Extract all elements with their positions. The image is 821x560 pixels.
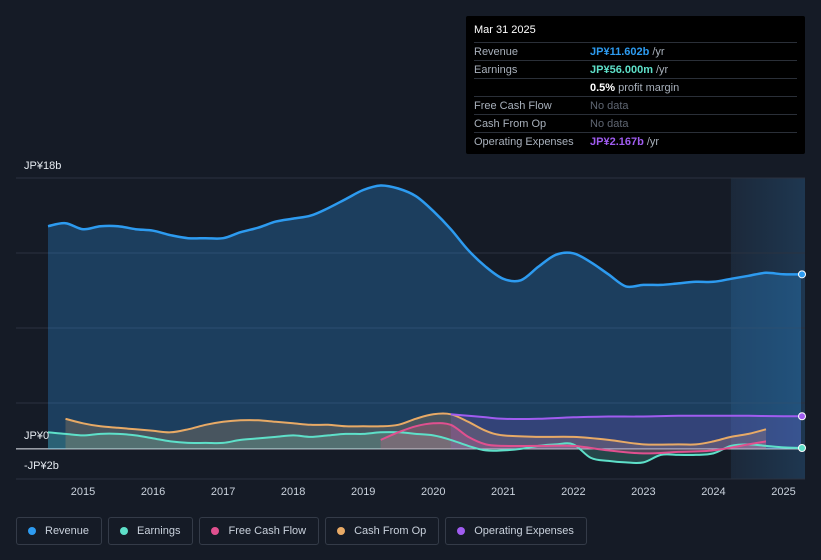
tooltip-row-unit: /yr [652, 45, 665, 58]
earnings-area [48, 432, 801, 464]
tooltip-row-label: Cash From Op [474, 117, 547, 130]
tooltip-row-label: Operating Expenses [474, 135, 574, 148]
tooltip-row: Free Cash Flow No data [474, 96, 797, 114]
tooltip-row-value: JP¥11.602b [590, 45, 650, 58]
tooltip-date: Mar 31 2025 [474, 24, 536, 36]
tooltip-row-label: Earnings [474, 63, 518, 76]
legend-dot-icon [211, 527, 220, 535]
x-tick-label: 2018 [281, 486, 305, 498]
tooltip-row: Revenue JP¥11.602b/yr [474, 42, 797, 60]
earnings-endpoint [798, 443, 806, 452]
legend-item-operating-expenses[interactable]: Operating Expenses [445, 517, 587, 545]
legend-label: Operating Expenses [474, 525, 574, 537]
x-tick-label: 2024 [701, 486, 725, 498]
tooltip-row-label: Revenue [474, 45, 519, 58]
tooltip-row-value: No data [590, 117, 629, 130]
revenue-area [48, 185, 801, 449]
y-axis-zero-label: JP¥0 [24, 430, 50, 442]
x-tick-label: 2025 [771, 486, 795, 498]
free-cash-flow-line [380, 422, 767, 455]
tooltip-row-value: 0.5% [590, 81, 616, 94]
free-cash-flow-area [380, 423, 766, 454]
earnings-line [47, 431, 802, 465]
legend-item-revenue[interactable]: Revenue [16, 517, 103, 545]
x-tick-label: 2023 [631, 486, 655, 498]
revenue-line [47, 184, 802, 289]
operating-expenses-area [450, 414, 801, 449]
operating-expenses-endpoint [798, 412, 806, 421]
legend-item-free-cash-flow[interactable]: Free Cash Flow [199, 517, 320, 545]
x-tick-label: 2017 [211, 486, 235, 498]
legend-label: Free Cash Flow [228, 525, 307, 537]
tooltip-row: 0.5% profit margin [474, 78, 797, 96]
revenue-endpoint [798, 270, 806, 279]
tooltip-row: Operating Expenses JP¥2.167b/yr [474, 132, 797, 150]
tooltip-row: Cash From Op No data [474, 114, 797, 132]
tooltip-row-value: No data [590, 99, 629, 112]
tooltip: Mar 31 2025 Revenue JP¥11.602b/yr Earnings… [466, 16, 805, 154]
legend-dot-icon [28, 527, 36, 535]
legend-label: Earnings [137, 525, 181, 537]
x-tick-label: 2016 [141, 486, 165, 498]
tooltip-row-value: JP¥2.167b [590, 135, 644, 148]
y-axis-top-label: JP¥18b [24, 160, 62, 172]
operating-expenses-line [450, 413, 802, 421]
legend-dot-icon [120, 527, 129, 535]
legend-label: Cash From Op [354, 525, 427, 537]
legend-dot-icon [457, 527, 466, 535]
x-tick-label: 2019 [351, 486, 375, 498]
tooltip-row-label: Free Cash Flow [474, 99, 552, 112]
cash-from-op-line [65, 412, 767, 446]
tooltip-row-value: JP¥56.000m [590, 63, 653, 76]
y-axis-bottom-label: -JP¥2b [24, 460, 59, 472]
tooltip-row-unit: /yr [646, 135, 660, 148]
x-tick-label: 2015 [71, 486, 95, 498]
tooltip-row: Earnings JP¥56.000m/yr [474, 60, 797, 78]
tooltip-row-unit: profit margin [618, 81, 680, 94]
legend-label: Revenue [45, 525, 90, 537]
legend-item-cash-from-op[interactable]: Cash From Op [325, 517, 440, 545]
legend-dot-icon [337, 527, 346, 535]
x-tick-label: 2022 [561, 486, 585, 498]
x-tick-label: 2020 [421, 486, 445, 498]
legend: Revenue Earnings Free Cash Flow Cash From O… [16, 517, 587, 545]
x-tick-label: 2021 [491, 486, 515, 498]
tooltip-row-unit: /yr [656, 63, 669, 76]
legend-item-earnings[interactable]: Earnings [108, 517, 194, 545]
